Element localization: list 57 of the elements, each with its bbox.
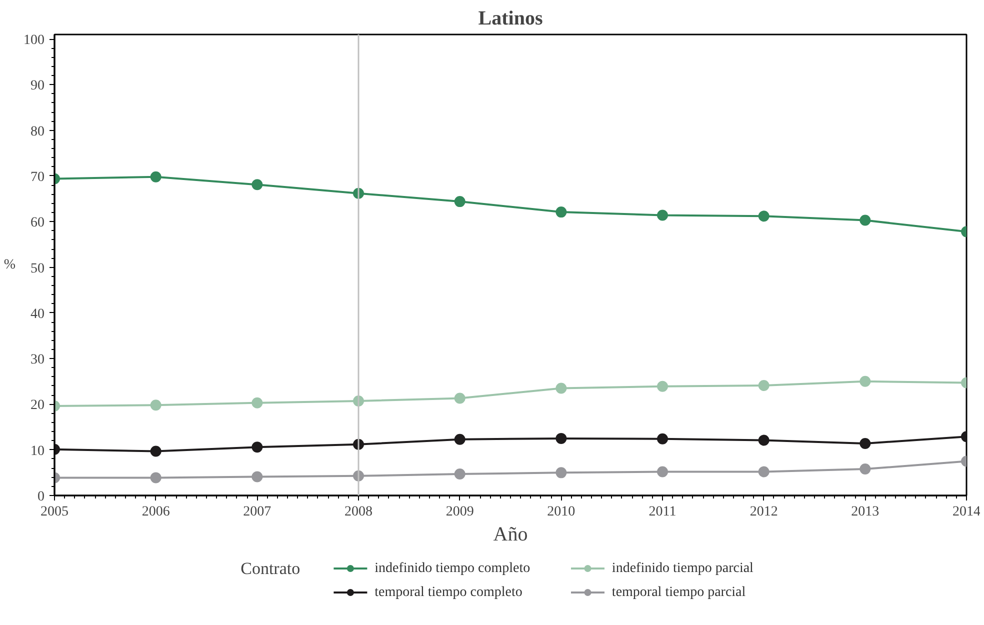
legend-label: indefinido tiempo parcial — [612, 561, 754, 576]
x-tick-label: 2012 — [750, 504, 778, 520]
point — [150, 400, 162, 411]
point — [758, 434, 770, 446]
legend-label: temporal tiempo parcial — [612, 585, 746, 600]
y-tick-label: 10 — [30, 444, 44, 459]
point — [657, 433, 668, 444]
point — [657, 210, 668, 221]
x-tick-label: 2010 — [547, 504, 576, 520]
point — [454, 434, 466, 445]
y-tick-label: 40 — [30, 306, 44, 322]
y-tick-label: 100 — [24, 33, 44, 48]
point — [252, 179, 263, 190]
legend-label: indefinido tiempo completo — [374, 561, 530, 576]
y-tick-label: 50 — [30, 261, 44, 276]
y-tick-label: 80 — [30, 124, 44, 140]
x-tick-label: 2008 — [344, 504, 372, 520]
y-tick-label: 70 — [30, 170, 44, 185]
chart-title: Latinos — [478, 8, 543, 30]
point — [860, 464, 871, 475]
point — [252, 397, 263, 408]
point — [758, 466, 770, 478]
y-tick-label: 30 — [30, 352, 44, 368]
point — [150, 446, 162, 457]
point — [556, 382, 567, 394]
x-tick-label: 2011 — [648, 504, 676, 520]
point — [758, 210, 770, 222]
y-tick-label: 20 — [30, 398, 44, 414]
y-tick-label: 0 — [38, 490, 44, 504]
point — [657, 466, 668, 478]
x-tick-label: 2006 — [142, 504, 170, 520]
y-tick-label: 90 — [30, 78, 44, 94]
point — [150, 472, 162, 484]
point — [556, 432, 567, 444]
x-tick-label: 2005 — [40, 504, 68, 520]
point — [860, 376, 871, 387]
point — [454, 468, 466, 480]
y-tick-label: 60 — [30, 216, 44, 231]
x-tick-label: 2014 — [952, 504, 980, 520]
point — [758, 380, 770, 391]
legend-title: Contrato — [240, 559, 300, 578]
point — [556, 206, 567, 218]
point — [860, 438, 871, 449]
point — [150, 171, 162, 182]
point — [556, 467, 567, 478]
point — [860, 214, 871, 226]
point — [454, 392, 466, 404]
point — [252, 442, 263, 453]
x-axis-title: Año — [493, 524, 528, 546]
y-axis-title: % — [4, 258, 16, 272]
point — [657, 380, 668, 392]
point — [252, 471, 263, 482]
point — [454, 196, 466, 208]
x-tick-label: 2013 — [851, 504, 880, 520]
legend-label: temporal tiempo completo — [374, 585, 522, 600]
x-tick-label: 2007 — [243, 504, 272, 520]
x-tick-label: 2009 — [446, 504, 474, 520]
